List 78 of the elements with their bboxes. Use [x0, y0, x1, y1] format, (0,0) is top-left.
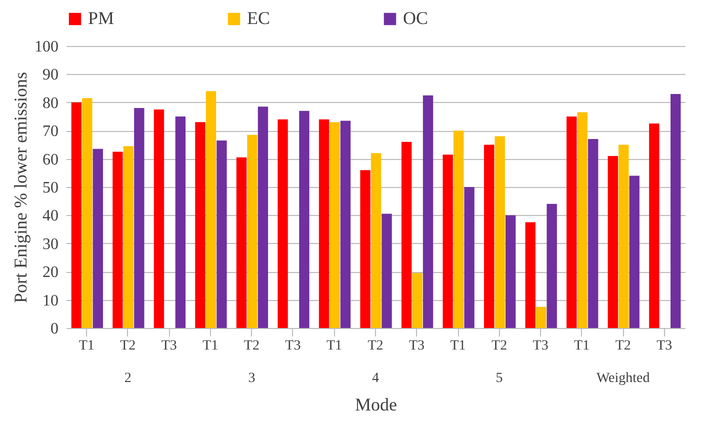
- y-tick-label: 10: [42, 292, 58, 310]
- text: Weighted: [596, 371, 650, 386]
- x-tick-label: T2: [244, 338, 260, 354]
- y-tick-label: 50: [42, 180, 58, 196]
- x-tick-label: T2: [615, 338, 631, 354]
- bar: [618, 144, 629, 328]
- text: 5: [496, 371, 503, 386]
- y-tick-label: 40: [42, 208, 58, 225]
- y-tick-label: 0: [50, 320, 58, 338]
- bar: [134, 108, 144, 328]
- x-tick-label: T1: [574, 338, 590, 354]
- bar: [401, 142, 412, 328]
- bar: [577, 112, 588, 328]
- bar: [299, 110, 310, 328]
- y-tick-label: 30: [42, 236, 58, 253]
- x-tick-label: T3: [408, 338, 425, 354]
- bar: [442, 154, 453, 328]
- bar: [258, 106, 268, 328]
- y-tick-label: 60: [42, 151, 58, 168]
- text: 4: [372, 371, 379, 386]
- bar: [112, 152, 123, 328]
- bar: [195, 122, 206, 328]
- x-tick-label: T3: [161, 338, 177, 354]
- bar: [566, 116, 577, 328]
- bar: [608, 156, 618, 328]
- bar: [236, 157, 247, 328]
- x-tick-label: T3: [532, 338, 548, 354]
- bar: [330, 122, 340, 328]
- x-tick-label: T3: [285, 338, 301, 354]
- y-tick-label: 100: [34, 38, 58, 56]
- x-tick-label: T2: [492, 338, 508, 354]
- legend-label: OC: [403, 8, 428, 28]
- bar: [546, 204, 557, 328]
- bar: [649, 124, 660, 328]
- x-tick-label: T2: [120, 338, 136, 354]
- bar: [422, 95, 434, 328]
- legend-label: PM: [88, 8, 114, 28]
- x-tick-label: T1: [450, 338, 466, 354]
- bar: [484, 144, 494, 328]
- y-tick-label: 90: [42, 66, 58, 84]
- bar: [318, 119, 330, 328]
- bar: [154, 109, 164, 328]
- bar: [525, 222, 536, 328]
- bar: [216, 140, 227, 328]
- bar: [670, 94, 681, 328]
- x-tick-label: T3: [656, 338, 672, 354]
- bar: [382, 214, 392, 328]
- x-axis-title: Mode: [355, 394, 398, 414]
- bar: [123, 146, 134, 328]
- bar: [206, 91, 216, 328]
- y-tick-label: 70: [42, 123, 58, 140]
- bar: [629, 176, 640, 328]
- bar: [82, 98, 92, 328]
- x-tick-label: T2: [368, 338, 384, 354]
- y-tick-label: 80: [42, 94, 58, 112]
- x-tick-label: T1: [326, 338, 342, 354]
- x-tick-label: T1: [202, 338, 218, 354]
- bar: [464, 187, 474, 328]
- y-tick-label: 20: [42, 264, 58, 282]
- y-axis-title: Port Enigine % lower emissions: [10, 72, 30, 303]
- legend-label: EC: [247, 8, 270, 28]
- bar: [505, 215, 516, 328]
- bar: [494, 136, 505, 328]
- bar: [175, 116, 186, 328]
- bar: [340, 120, 351, 328]
- x-tick-label: T1: [78, 338, 94, 354]
- bar: [71, 102, 82, 328]
- bar: [588, 139, 598, 328]
- bar: [453, 130, 464, 328]
- bar: [278, 119, 288, 328]
- text: 3: [248, 371, 256, 386]
- bar: [247, 134, 258, 328]
- bar: [360, 170, 370, 328]
- text: 2: [124, 371, 132, 386]
- bar: [370, 153, 382, 328]
- bar: [412, 273, 422, 328]
- bar: [536, 306, 546, 328]
- bar: [92, 148, 103, 328]
